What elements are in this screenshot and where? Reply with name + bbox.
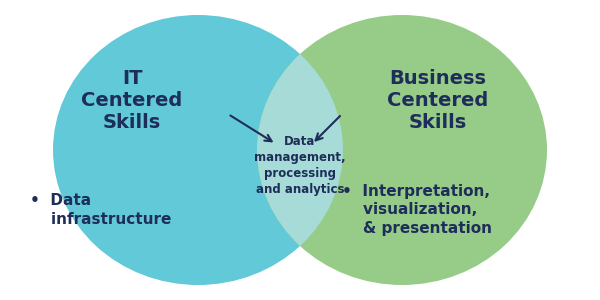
Text: Data
management,
processing
and analytics: Data management, processing and analytic… <box>254 135 346 196</box>
Ellipse shape <box>53 15 343 285</box>
Text: •  Data
    infrastructure: • Data infrastructure <box>30 193 172 227</box>
Text: Business
Centered
Skills: Business Centered Skills <box>388 69 488 132</box>
Text: IT
Centered
Skills: IT Centered Skills <box>82 69 182 132</box>
Ellipse shape <box>257 15 547 285</box>
Text: •  Interpretation,
    visualization,
    & presentation: • Interpretation, visualization, & prese… <box>342 184 492 236</box>
Ellipse shape <box>53 15 343 285</box>
